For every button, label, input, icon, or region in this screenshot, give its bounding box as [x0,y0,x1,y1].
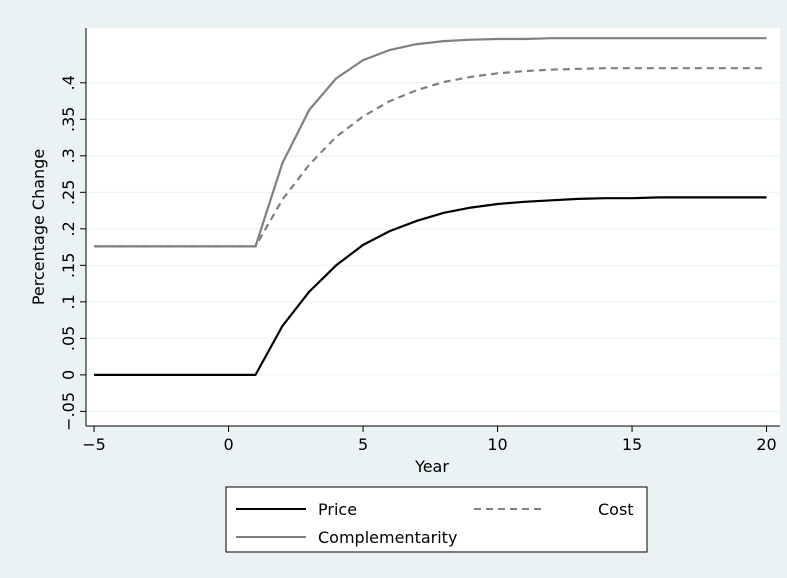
legend-box [225,486,648,553]
y-tick-label: .35 [59,107,78,132]
x-tick-label: 15 [622,435,642,454]
x-tick-label: −5 [82,435,106,454]
x-tick-label: 0 [223,435,233,454]
y-tick-label: .2 [59,221,78,236]
x-tick-label: 10 [487,435,507,454]
x-tick-label: 20 [756,435,776,454]
y-tick-label: .1 [59,294,78,309]
x-axis-ticks: −5 0 5 10 15 20 [82,426,777,454]
y-axis-ticks: −.05 0 .05 .1 .15 .2 .25 .3 .35 .4 [59,75,86,431]
y-tick-label: 0 [59,370,78,380]
gridlines [86,82,780,412]
y-tick-label: .05 [59,326,78,351]
y-tick-label: −.05 [59,392,78,431]
plot-area [86,28,780,426]
series-line-complementarity [94,37,767,248]
legend: Price Cost Complementarity [225,486,648,553]
series-line-price [94,196,767,376]
y-tick-label: .3 [59,148,78,163]
x-axis-label: Year [414,457,449,476]
y-axis-label: Percentage Change [29,149,48,305]
x-tick-label: 5 [358,435,368,454]
y-tick-label: .25 [59,180,78,205]
legend-complementarity-label: Complementarity [318,528,457,547]
y-tick-label: .15 [59,253,78,278]
series-group [94,37,767,376]
y-tick-label: .4 [59,75,78,90]
legend-price-label: Price [318,500,357,519]
legend-cost-label: Cost [598,500,634,519]
